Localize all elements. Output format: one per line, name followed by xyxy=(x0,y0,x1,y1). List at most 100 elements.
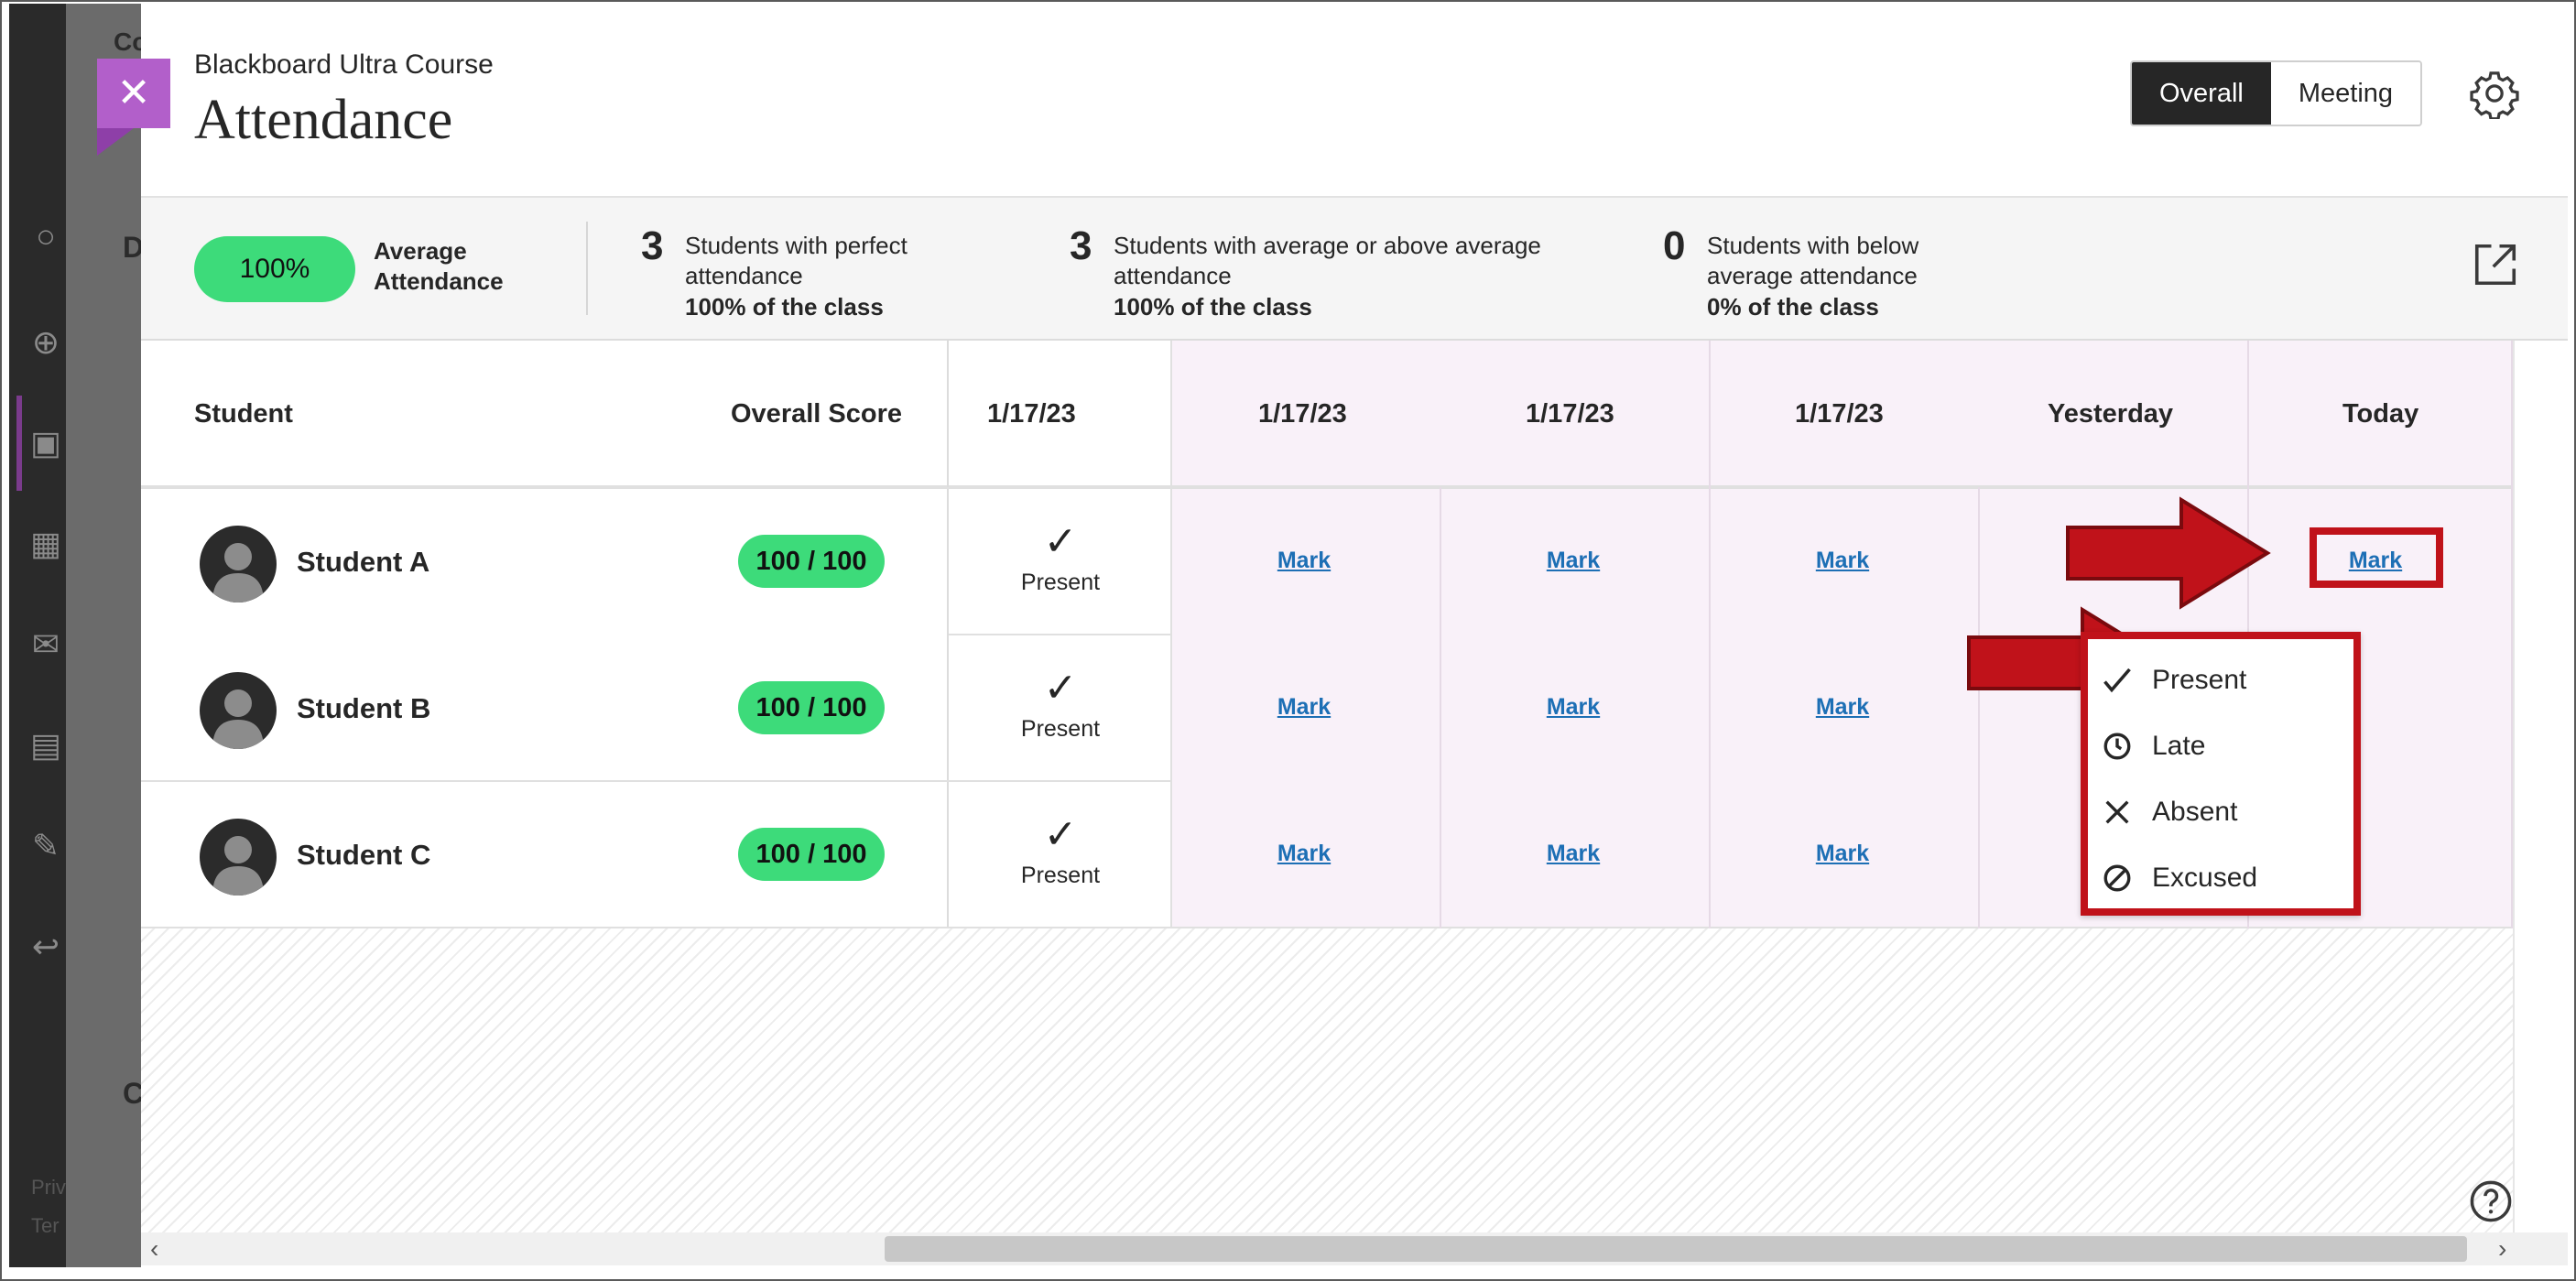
scrollbar-thumb[interactable] xyxy=(885,1236,2467,1262)
menu-option-label: Absent xyxy=(2152,797,2238,827)
student-name[interactable]: Student A xyxy=(297,546,430,578)
mark-link[interactable]: Mark xyxy=(1277,548,1331,573)
check-icon: ✓ xyxy=(1043,666,1078,711)
stat-count: 0 xyxy=(1663,223,1686,268)
date-column-header[interactable]: 1/17/23 xyxy=(987,398,1076,429)
menu-option-label: Excused xyxy=(2152,863,2258,893)
profile-icon[interactable]: ○ xyxy=(36,217,56,255)
avatar xyxy=(200,819,277,896)
background-content-text: C xyxy=(123,1077,145,1110)
present-status[interactable]: ✓ Present xyxy=(949,667,1172,743)
page-title: Attendance xyxy=(194,89,453,151)
terms-link[interactable]: Ter xyxy=(31,1214,60,1237)
privacy-link[interactable]: Priv xyxy=(31,1176,66,1199)
present-status[interactable]: ✓ Present xyxy=(949,813,1172,889)
date-column-header[interactable]: 1/17/23 xyxy=(1526,398,1614,429)
menu-option-label: Present xyxy=(2152,665,2247,695)
menu-option-absent[interactable]: Absent xyxy=(2099,789,2237,835)
close-button-tab xyxy=(97,128,134,156)
mark-link[interactable]: Mark xyxy=(1546,841,1601,866)
vertical-gutter xyxy=(2513,341,2568,1232)
annotation-highlight-box xyxy=(2310,527,2443,588)
settings-gear-icon[interactable] xyxy=(2469,68,2520,119)
check-icon xyxy=(2099,662,2136,699)
left-nav-rail: ○ ⊕ ▣ ▦ ✉ ▤ ✎ ↩ Priv Ter xyxy=(9,4,66,1267)
menu-option-label: Late xyxy=(2152,731,2206,761)
col-divider xyxy=(1709,341,1711,928)
mark-link[interactable]: Mark xyxy=(1277,694,1331,720)
present-status[interactable]: ✓ Present xyxy=(949,520,1172,596)
overall-score-column-header[interactable]: Overall Score xyxy=(731,398,902,429)
student-name[interactable]: Student B xyxy=(297,692,431,724)
menu-option-excused[interactable]: Excused xyxy=(2099,855,2257,901)
menu-option-present[interactable]: Present xyxy=(2099,657,2246,703)
col-divider xyxy=(1440,487,1441,928)
mark-link-today-student-a[interactable]: Mark xyxy=(2348,548,2403,573)
mark-link[interactable]: Mark xyxy=(1546,694,1601,720)
stat-percent: 100% of the class xyxy=(1114,293,1312,320)
course-name: Blackboard Ultra Course xyxy=(194,49,494,80)
header-meeting-group xyxy=(1711,341,2249,487)
rail-active-indicator xyxy=(16,396,22,491)
average-attendance-pill: 100% xyxy=(194,236,355,302)
present-label: Present xyxy=(1020,863,1101,888)
overall-score-pill: 100 / 100 xyxy=(738,828,885,881)
mark-link[interactable]: Mark xyxy=(1546,548,1601,573)
row-divider xyxy=(141,487,2513,489)
globe-icon[interactable]: ⊕ xyxy=(31,323,60,361)
yesterday-column-header[interactable]: Yesterday xyxy=(2048,398,2174,429)
horizontal-scrollbar[interactable]: ‹ › xyxy=(141,1232,2568,1265)
average-attendance-label: Average Attendance xyxy=(374,236,504,297)
overall-view-button[interactable]: Overall xyxy=(2132,62,2271,125)
stats-divider xyxy=(586,222,588,315)
tools-icon[interactable]: ✎ xyxy=(31,827,60,864)
stat-percent: 100% of the class xyxy=(685,293,884,320)
signout-icon[interactable]: ↩ xyxy=(31,928,60,965)
date-column-header[interactable]: 1/17/23 xyxy=(1795,398,1884,429)
export-icon[interactable] xyxy=(2471,240,2520,289)
today-column-header[interactable]: Today xyxy=(2342,398,2419,429)
mark-link[interactable]: Mark xyxy=(1815,694,1870,720)
overall-score-pill: 100 / 100 xyxy=(738,535,885,588)
student-column-header[interactable]: Student xyxy=(194,398,293,429)
overall-score-pill: 100 / 100 xyxy=(738,681,885,734)
col-divider xyxy=(1978,487,1980,928)
header-left-block xyxy=(141,341,947,487)
menu-option-late[interactable]: Late xyxy=(2099,723,2205,769)
header-meeting-group xyxy=(2249,341,2513,487)
calendar-icon[interactable]: ▦ xyxy=(29,525,61,562)
avatar xyxy=(200,526,277,603)
clock-icon xyxy=(2099,728,2136,765)
help-icon[interactable] xyxy=(2467,1178,2515,1225)
attendance-status-menu: Present Late Absent Excused xyxy=(2081,632,2361,916)
date-column-header[interactable]: 1/17/23 xyxy=(1258,398,1347,429)
background-details-text: D xyxy=(123,231,145,264)
left-pane-divider xyxy=(947,341,949,928)
student-name[interactable]: Student C xyxy=(297,839,431,871)
stat-description: Students with below average attendance xyxy=(1707,232,1919,289)
mark-link[interactable]: Mark xyxy=(1277,841,1331,866)
messages-icon[interactable]: ✉ xyxy=(31,625,60,663)
scroll-left-icon[interactable]: ‹ xyxy=(150,1234,159,1263)
x-icon xyxy=(2099,794,2136,830)
stat-percent: 0% of the class xyxy=(1707,293,1879,320)
row-divider xyxy=(141,927,2513,928)
average-label-line1: Average xyxy=(374,237,467,265)
view-toggle: Overall Meeting xyxy=(2130,60,2423,126)
stat-description: Students with perfect attendance xyxy=(685,232,908,289)
stat-count: 3 xyxy=(1070,223,1092,268)
mark-link[interactable]: Mark xyxy=(1815,548,1870,573)
header-meeting-group xyxy=(1172,341,1711,487)
annotation-arrow-icon xyxy=(2066,496,2271,610)
scroll-right-icon[interactable]: › xyxy=(2498,1234,2507,1263)
meeting-view-button[interactable]: Meeting xyxy=(2270,62,2421,125)
close-panel-button[interactable]: ✕ xyxy=(97,59,170,128)
grades-icon[interactable]: ▤ xyxy=(29,726,61,764)
stat-description: Students with average or above average a… xyxy=(1114,232,1541,289)
stat-count: 3 xyxy=(641,223,664,268)
excused-icon xyxy=(2099,860,2136,896)
mark-link[interactable]: Mark xyxy=(1815,841,1870,866)
avatar xyxy=(200,672,277,749)
courses-icon[interactable]: ▣ xyxy=(29,424,61,461)
